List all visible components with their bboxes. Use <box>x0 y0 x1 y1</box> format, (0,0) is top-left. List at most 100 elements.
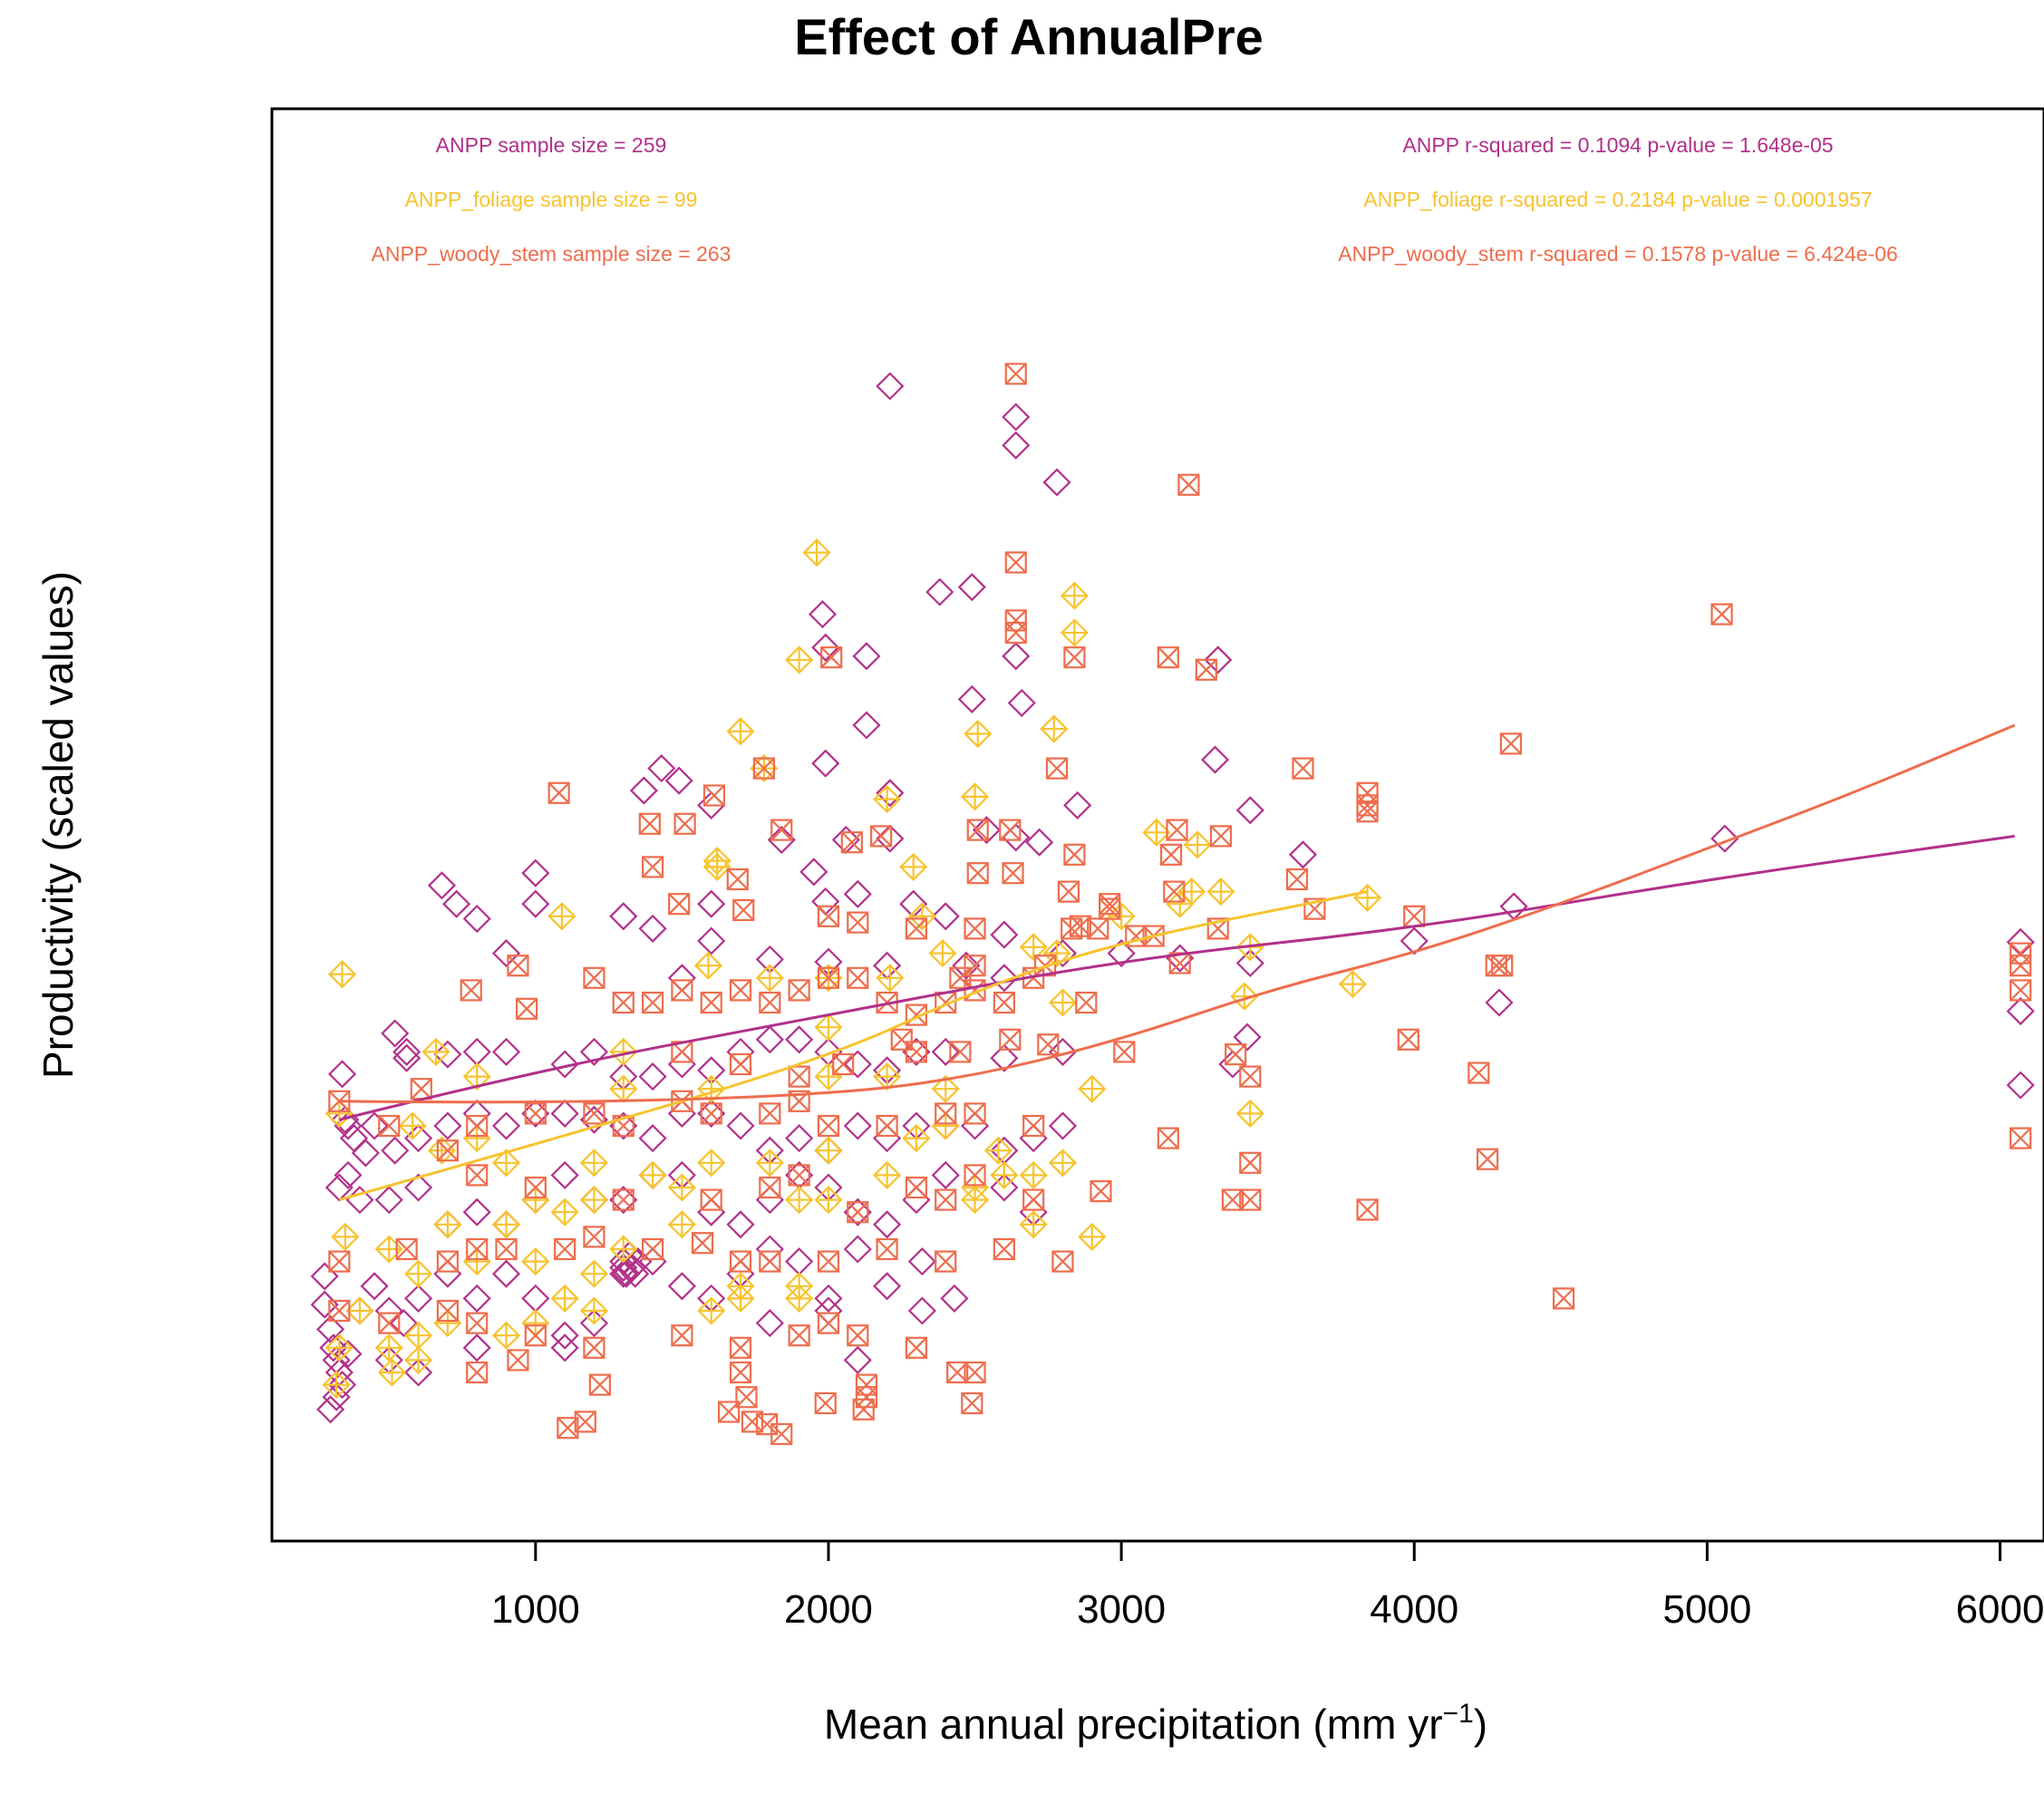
ANPP-point <box>907 1247 936 1276</box>
ANPP_woody_stem-point <box>905 1336 928 1359</box>
ANPP_foliage-point <box>1048 988 1078 1017</box>
ANPP_woody_stem-point <box>641 856 664 878</box>
ANPP-point <box>852 711 881 740</box>
ANPP-point <box>2006 927 2035 956</box>
ANPP_woody_stem-point <box>583 1336 605 1359</box>
ANPP_woody_stem-point <box>1057 880 1080 903</box>
ANPP-point <box>1204 645 1233 674</box>
ANPP_foliage-point <box>1078 1074 1107 1103</box>
ANPP_woody_stem-point <box>1022 1188 1045 1211</box>
ANPP-point <box>491 1037 521 1066</box>
ANPP_woody_stem-point <box>588 1373 612 1396</box>
ANPP_woody_stem-point <box>890 1028 913 1051</box>
ANPP-point <box>647 754 676 783</box>
ANPP_woody_stem-point <box>524 1324 547 1347</box>
ANPP-point <box>462 1099 491 1128</box>
ANPP_foliage-point <box>579 1186 609 1215</box>
ANPP_woody_stem-point <box>328 1299 351 1323</box>
ANPP_foliage-point <box>928 939 957 968</box>
ANPP-point <box>1233 1023 1262 1052</box>
ANPP_woody_stem-point <box>999 1028 1022 1051</box>
ANPP_woody_stem-point <box>993 1237 1015 1261</box>
ANPP_woody_stem-point <box>964 1102 986 1125</box>
x-tick-label: 1000 <box>491 1587 580 1632</box>
ANPP-point <box>726 1037 755 1066</box>
ANPP-point <box>925 577 954 606</box>
ANPP-point <box>381 1019 410 1048</box>
ANPP-point <box>990 964 1019 993</box>
ANPP_foliage-point <box>377 1358 407 1387</box>
ANPP_foliage-point <box>421 1037 450 1066</box>
ANPP-point <box>433 1259 462 1288</box>
x-tick-label: 5000 <box>1662 1587 1751 1632</box>
ANPP-point <box>697 926 726 955</box>
ANPP_foliage-point <box>398 1111 427 1140</box>
ANPP-point <box>442 889 471 918</box>
ANPP_foliage-point <box>785 1272 814 1301</box>
data-points <box>310 363 2035 1446</box>
ANPP_woody_stem-point <box>788 979 810 1002</box>
ANPP_woody_stem-point <box>524 1176 547 1199</box>
ANPP-point <box>957 684 986 713</box>
ANPP_woody_stem-point <box>2010 979 2032 1002</box>
ANPP_woody_stem-point <box>466 1164 489 1187</box>
ANPP-point <box>697 889 726 918</box>
ANPP-point <box>319 1333 348 1362</box>
ANPP-point <box>667 1050 696 1079</box>
ANPP_foliage-point <box>638 1160 667 1189</box>
ANPP_woody_stem-point <box>507 1349 529 1372</box>
ANPP_woody_stem-point <box>1177 473 1200 496</box>
ANPP_woody_stem-point <box>999 819 1022 841</box>
ANPP_foliage-point <box>433 1309 462 1338</box>
ANPP_woody_stem-point <box>788 1065 810 1088</box>
ANPP_foliage-point <box>814 1136 843 1165</box>
ANPP_woody_stem-point <box>466 1361 489 1384</box>
ANPP-point <box>404 1173 433 1202</box>
ANPP_woody_stem-point <box>964 1164 986 1187</box>
ANPP_woody_stem-point <box>1004 551 1027 574</box>
ANPP-point <box>327 1371 357 1400</box>
ANPP-point <box>374 1296 403 1325</box>
ANPP_foliage-point <box>491 1149 521 1178</box>
ANPP_woody_stem-point <box>1491 955 1514 977</box>
ANPP-point <box>876 824 905 853</box>
ANPP-point <box>843 1050 872 1079</box>
ANPP_woody_stem-point <box>1087 917 1109 940</box>
ANPP-point <box>521 889 550 918</box>
ANPP_woody_stem-trend-line <box>339 723 2016 1104</box>
ANPP-point <box>876 372 905 401</box>
ANPP_woody_stem-point <box>817 1312 840 1334</box>
ANPP-point <box>1235 948 1264 978</box>
ANPP_woody_stem-point <box>1710 603 1733 625</box>
ANPP_foliage-point <box>462 1124 491 1153</box>
ANPP-point <box>1166 944 1195 973</box>
ANPP_woody_stem-point <box>1045 757 1069 780</box>
ANPP_foliage-point <box>1019 933 1048 962</box>
ANPP_woody_stem-point <box>1159 843 1183 866</box>
ANPP_foliage-point <box>1019 1210 1048 1239</box>
ANPP_woody_stem-point <box>1195 658 1217 681</box>
ANPP-point <box>814 1284 843 1313</box>
ANPP_woody_stem-point <box>1468 1062 1490 1084</box>
ANPP_foliage-point <box>726 1284 755 1313</box>
ANPP-point <box>1019 1124 1048 1153</box>
ANPP_woody_stem-point <box>2010 942 2032 965</box>
ANPP_woody_stem-point <box>814 1391 837 1415</box>
ANPP_woody_stem-point <box>395 1237 418 1261</box>
ANPP-point <box>392 1037 421 1066</box>
ANPP-point <box>940 1284 969 1313</box>
ANPP-point <box>491 1111 521 1140</box>
ANPP-point <box>843 1235 872 1264</box>
ANPP_foliage-point <box>1040 714 1069 743</box>
ANPP_woody_stem-point <box>378 1114 401 1138</box>
ANPP_woody_stem-point <box>1209 825 1233 848</box>
ANPP_foliage-point <box>702 852 731 881</box>
ANPP_woody_stem-point <box>759 1176 781 1199</box>
ANPP_foliage-point <box>547 902 576 931</box>
ANPP_woody_stem-point <box>436 1250 459 1273</box>
ANPP_foliage-point <box>960 1186 990 1215</box>
ANPP-point <box>931 1160 960 1189</box>
ANPP_foliage-point <box>404 1259 433 1288</box>
ANPP-point <box>843 879 872 908</box>
ANPP_foliage-point <box>931 1111 960 1140</box>
